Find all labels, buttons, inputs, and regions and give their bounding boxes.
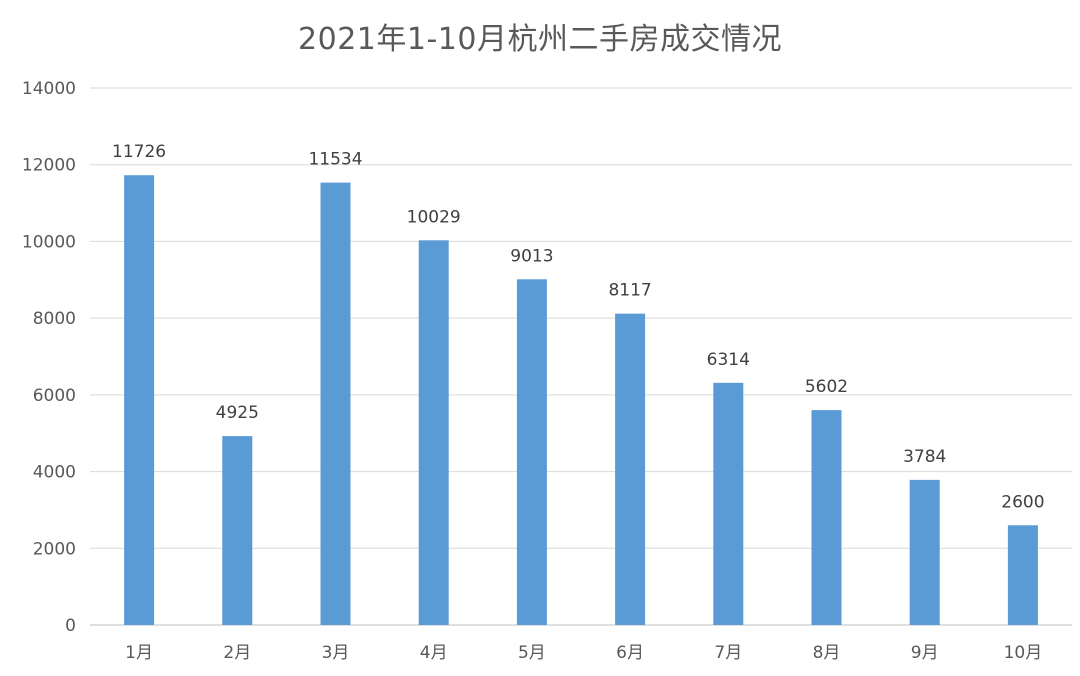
x-tick-label: 6月 [616,643,644,663]
bars [124,175,1038,626]
x-tick-label: 3月 [322,643,350,663]
bar [811,410,842,625]
data-label: 3784 [903,447,946,467]
y-tick-label: 12000 [22,156,76,176]
y-tick-label: 8000 [33,309,76,329]
x-tick-label: 2月 [223,643,251,663]
gridlines [90,87,1072,626]
x-tick-label: 9月 [911,643,939,663]
data-label: 5602 [805,377,848,397]
bar [320,182,351,625]
data-label: 6314 [707,350,750,370]
data-label: 4925 [216,403,259,423]
data-label: 11534 [308,150,362,170]
x-tick-label: 7月 [714,643,742,663]
bar [516,279,547,625]
data-labels: 11726 4925 11534 10029 9013 8117 6314 5602 3784 2… [112,142,1044,512]
x-tick-label: 4月 [420,643,448,663]
data-label: 2600 [1001,492,1044,512]
x-axis-ticks: 1月 2月 3月 4月 5月 6月 7月 8月 9月 10月 [125,643,1042,663]
data-label: 8117 [608,281,651,301]
bar [909,479,940,625]
y-tick-label: 4000 [33,463,76,483]
chart-title: 2021年1-10月杭州二手房成交情况 [298,22,782,57]
y-tick-label: 6000 [33,386,76,406]
bar [418,240,449,625]
bar [1007,525,1038,625]
data-label: 10029 [407,207,461,227]
x-tick-label: 8月 [813,643,841,663]
y-axis-ticks: 0 2000 4000 6000 8000 10000 12000 14000 [22,79,76,636]
x-tick-label: 1月 [125,643,153,663]
bar [713,382,744,625]
y-tick-label: 0 [65,616,76,636]
y-tick-label: 14000 [22,79,76,99]
x-tick-label: 10月 [1004,643,1043,663]
bar [615,313,646,625]
bar [124,175,155,626]
bar [222,436,253,625]
data-label: 9013 [510,246,553,266]
x-tick-label: 5月 [518,643,546,663]
y-tick-label: 10000 [22,232,76,252]
data-label: 11726 [112,142,166,162]
y-tick-label: 2000 [33,539,76,559]
